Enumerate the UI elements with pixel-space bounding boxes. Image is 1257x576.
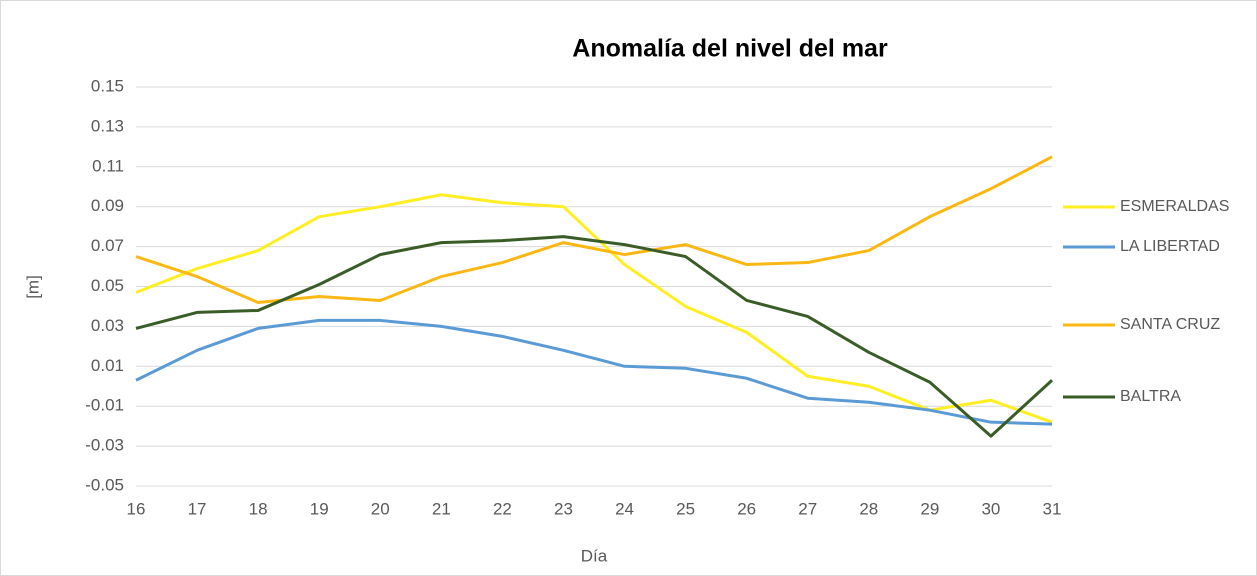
x-tick-label: 24 (615, 499, 634, 518)
y-tick-label: 0.07 (91, 236, 124, 255)
y-axis-label: [m] (23, 275, 42, 299)
x-tick-label: 17 (188, 499, 207, 518)
x-tick-label: 18 (249, 499, 268, 518)
series-line (135, 155, 1053, 304)
x-tick-label: 23 (554, 499, 573, 518)
x-tick-label: 27 (798, 499, 817, 518)
y-tick-label: 0.13 (91, 116, 124, 135)
y-tick-label: 0.15 (91, 76, 124, 95)
legend-label: LA LIBERTAD (1120, 238, 1220, 255)
x-axis-label: Día (581, 546, 608, 565)
x-tick-label: 31 (1043, 499, 1062, 518)
x-tick-label: 19 (310, 499, 329, 518)
y-tick-label: 0.01 (91, 356, 124, 375)
x-tick-label: 20 (371, 499, 390, 518)
chart-title: Anomalía del nivel del mar (572, 35, 888, 63)
series-line (135, 235, 1054, 438)
legend-label: ESMERALDAS (1120, 198, 1229, 215)
legend-label: SANTA CRUZ (1120, 316, 1220, 333)
y-tick-label: 0.03 (91, 316, 124, 335)
y-tick-label: 0.09 (91, 196, 124, 215)
series-line (135, 193, 1053, 424)
y-tick-label: -0.05 (85, 475, 124, 494)
legend-label: BALTRA (1120, 388, 1181, 405)
y-tick-label: 0.11 (92, 156, 124, 175)
x-tick-label: 28 (859, 499, 878, 518)
y-tick-label: 0.05 (91, 276, 124, 295)
x-tick-label: 21 (432, 499, 451, 518)
series-line (135, 318, 1053, 426)
x-tick-label: 25 (676, 499, 695, 518)
y-tick-label: -0.01 (85, 396, 124, 415)
x-tick-label: 30 (981, 499, 1000, 518)
x-tick-label: 29 (920, 499, 939, 518)
x-tick-label: 16 (127, 499, 146, 518)
y-tick-label: -0.03 (85, 436, 124, 455)
x-tick-label: 26 (737, 499, 756, 518)
x-tick-label: 22 (493, 499, 512, 518)
